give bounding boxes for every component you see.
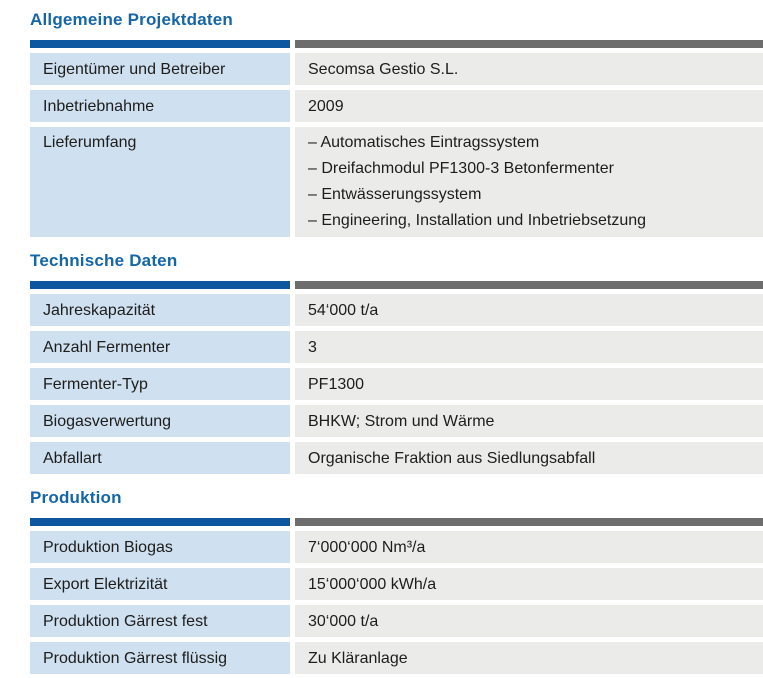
- row-value: 7‘000‘000 Nm³/a: [295, 531, 763, 563]
- row-label: Produktion Gärrest fest: [30, 605, 290, 637]
- row-value: Organische Fraktion aus Siedlungsabfall: [295, 442, 763, 474]
- section-title: Technische Daten: [30, 251, 178, 270]
- row-value: 54‘000 t/a: [295, 294, 763, 326]
- section-title: Allgemeine Projektdaten: [30, 10, 233, 29]
- row-value: 30‘000 t/a: [295, 605, 763, 637]
- row-label: Export Elektrizität: [30, 568, 290, 600]
- row-value: BHKW; Strom und Wärme: [295, 405, 763, 437]
- row-label: Lieferumfang: [30, 127, 290, 237]
- section-produktion: Produktion Produktion Biogas 7‘000‘000 N…: [30, 488, 763, 674]
- row-label: Biogasverwertung: [30, 405, 290, 437]
- header-bar-label-segment: [30, 40, 290, 48]
- table-header-bar: [30, 281, 763, 289]
- table-row: Export Elektrizität 15‘000‘000 kWh/a: [30, 568, 763, 600]
- row-value: 2009: [295, 90, 763, 122]
- table-row: Anzahl Fermenter 3: [30, 331, 763, 363]
- row-label: Fermenter-Typ: [30, 368, 290, 400]
- table-row: Jahreskapazität 54‘000 t/a: [30, 294, 763, 326]
- data-table: Eigentümer und Betreiber Secomsa Gestio …: [30, 53, 763, 237]
- header-bar-value-segment: [295, 518, 763, 526]
- row-label: Inbetriebnahme: [30, 90, 290, 122]
- row-label: Produktion Biogas: [30, 531, 290, 563]
- header-bar-value-segment: [295, 40, 763, 48]
- row-value: 15‘000‘000 kWh/a: [295, 568, 763, 600]
- row-label: Anzahl Fermenter: [30, 331, 290, 363]
- header-bar-label-segment: [30, 518, 290, 526]
- row-value: Secomsa Gestio S.L.: [295, 53, 763, 85]
- section-technische-daten: Technische Daten Jahreskapazität 54‘000 …: [30, 251, 763, 474]
- table-row: Inbetriebnahme 2009: [30, 90, 763, 122]
- row-value: 3: [295, 331, 763, 363]
- table-row: Lieferumfang – Automatisches Eintragssys…: [30, 127, 763, 237]
- data-table: Jahreskapazität 54‘000 t/a Anzahl Fermen…: [30, 294, 763, 474]
- row-label: Eigentümer und Betreiber: [30, 53, 290, 85]
- row-value: – Automatisches Eintragssystem – Dreifac…: [295, 127, 763, 237]
- header-bar-label-segment: [30, 281, 290, 289]
- table-row: Fermenter-Typ PF1300: [30, 368, 763, 400]
- table-header-bar: [30, 40, 763, 48]
- table-row: Biogasverwertung BHKW; Strom und Wärme: [30, 405, 763, 437]
- row-label: Abfallart: [30, 442, 290, 474]
- data-table: Produktion Biogas 7‘000‘000 Nm³/a Export…: [30, 531, 763, 674]
- row-label: Jahreskapazität: [30, 294, 290, 326]
- row-value: PF1300: [295, 368, 763, 400]
- section-allgemeine-projektdaten: Allgemeine Projektdaten Eigentümer und B…: [30, 10, 763, 237]
- row-value: Zu Kläranlage: [295, 642, 763, 674]
- table-row: Produktion Gärrest flüssig Zu Kläranlage: [30, 642, 763, 674]
- header-bar-value-segment: [295, 281, 763, 289]
- table-row: Produktion Biogas 7‘000‘000 Nm³/a: [30, 531, 763, 563]
- table-header-bar: [30, 518, 763, 526]
- row-label: Produktion Gärrest flüssig: [30, 642, 290, 674]
- table-row: Eigentümer und Betreiber Secomsa Gestio …: [30, 53, 763, 85]
- table-row: Abfallart Organische Fraktion aus Siedlu…: [30, 442, 763, 474]
- section-title: Produktion: [30, 488, 122, 507]
- table-row: Produktion Gärrest fest 30‘000 t/a: [30, 605, 763, 637]
